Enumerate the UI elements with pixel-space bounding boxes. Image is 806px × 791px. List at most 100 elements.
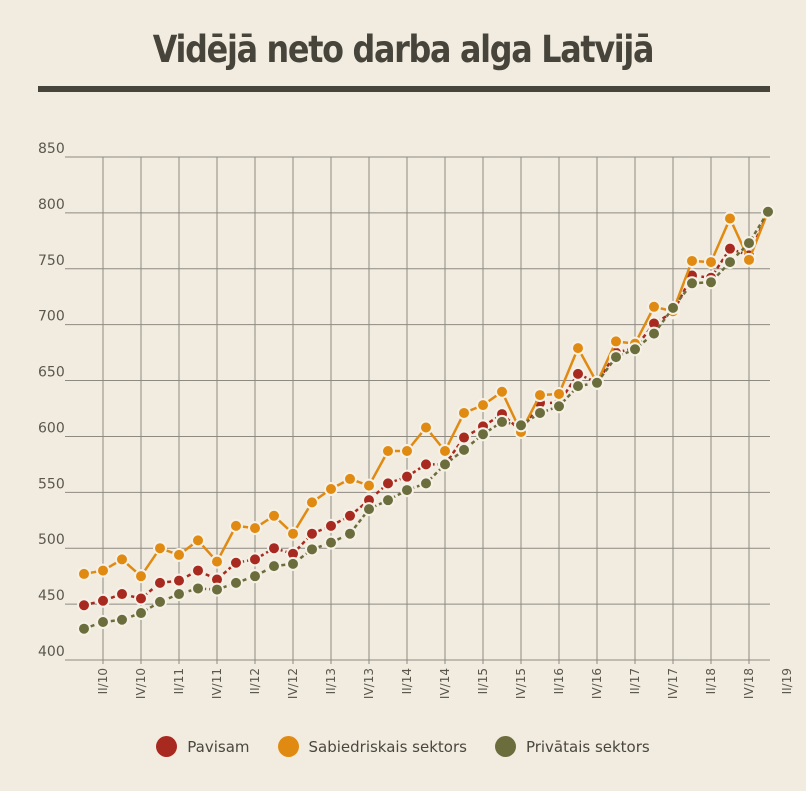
data-point [514,418,528,433]
data-point [172,547,186,562]
data-point [495,384,509,399]
data-point [324,518,338,533]
data-point [267,559,281,574]
legend-item: Pavisam [156,736,250,757]
data-point [381,476,395,491]
x-tick-label: II/14 [400,668,414,694]
data-point [267,541,281,556]
data-point [685,253,699,268]
data-point [286,526,300,541]
x-tick-label: II/11 [172,668,186,694]
data-point [324,481,338,496]
data-point [438,443,452,458]
series-2 [77,204,775,636]
data-point [742,252,756,267]
data-point [229,555,243,570]
data-point [400,483,414,498]
data-point [305,495,319,510]
data-point [229,575,243,590]
data-point [647,326,661,341]
data-point [419,420,433,435]
data-point [704,255,718,270]
data-point [552,386,566,401]
data-point [343,508,357,523]
y-tick-label: 400 [38,644,65,660]
legend-swatch [156,736,178,757]
data-point [723,211,737,226]
data-point [248,569,262,584]
x-tick-label: II/16 [552,668,566,694]
data-point [571,379,585,394]
y-tick-label: 500 [38,532,65,548]
data-point [609,334,623,349]
x-tick-label: II/13 [324,668,338,694]
data-point [628,342,642,357]
x-tick-label: IV/17 [666,668,680,699]
data-point [571,366,585,381]
x-axis-ticks: II/10 IV/10 II/11 IV/11 II/12 IV/12 II/13 IV/13… [96,668,794,699]
y-axis-ticks: 400 450 500 550 600 650 700 750 800 850 [38,141,65,660]
data-point [96,593,110,608]
data-point [571,341,585,356]
data-point [400,443,414,458]
x-tick-label: IV/14 [438,668,452,699]
data-point [305,542,319,557]
data-point [96,614,110,629]
data-point [609,350,623,365]
data-point [210,582,224,597]
data-point [153,541,167,556]
series-line [83,211,770,607]
data-point [210,554,224,569]
data-point [115,612,129,627]
x-tick-label: II/18 [704,668,718,694]
x-tick-label: II/17 [628,668,642,694]
x-tick-label: IV/12 [286,668,300,699]
legend-item: Sabiedriskais sektors [277,736,467,757]
data-point [457,430,471,445]
data-point [191,533,205,548]
data-point [438,457,452,472]
series-group [77,204,775,636]
data-point [77,566,91,581]
x-tick-label: IV/10 [134,668,148,699]
data-point [134,591,148,606]
x-tick-label: IV/15 [514,668,528,699]
data-point [647,299,661,314]
legend-label: Sabiedriskais sektors [308,737,467,756]
data-point [267,508,281,523]
data-point [134,569,148,584]
data-point [723,241,737,256]
data-point [134,606,148,621]
x-tick-label: IV/11 [210,668,224,699]
y-tick-label: 450 [38,588,65,604]
y-tick-label: 700 [38,309,65,325]
data-point [172,587,186,602]
line-chart: 400 450 500 550 600 650 700 750 800 850 II/10 IV/1… [38,141,794,699]
x-tick-label: IV/18 [742,668,756,699]
data-point [248,552,262,567]
data-point [77,598,91,613]
data-point [115,587,129,602]
grid [65,156,770,664]
data-point [324,535,338,550]
x-tick-label: II/19 [780,668,794,694]
data-point [381,443,395,458]
y-tick-label: 850 [38,141,65,157]
data-point [590,375,604,390]
x-tick-label: II/15 [476,668,490,694]
data-point [305,526,319,541]
data-point [533,405,547,420]
data-point [96,563,110,578]
y-tick-label: 800 [38,197,65,213]
data-point [704,275,718,290]
legend-label: Privātais sektors [525,737,650,756]
data-point [153,594,167,609]
data-point [172,573,186,588]
data-point [191,581,205,596]
x-tick-label: IV/13 [362,668,376,699]
y-tick-label: 750 [38,253,65,269]
data-point [343,526,357,541]
data-point [286,556,300,571]
x-tick-label: II/10 [96,668,110,694]
data-point [77,621,91,636]
